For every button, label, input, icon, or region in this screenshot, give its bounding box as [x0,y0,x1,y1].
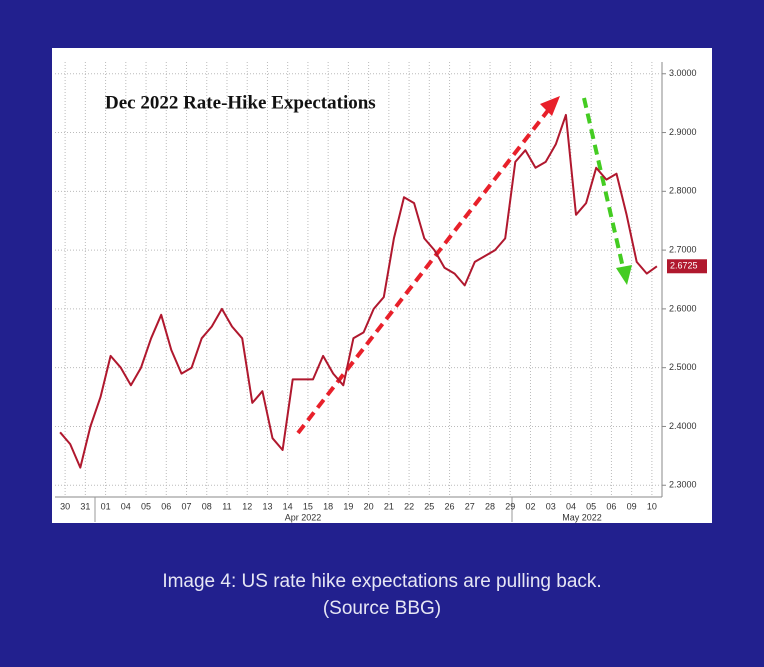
line [59,113,658,469]
y-tick-label: 2.4000 [669,421,697,431]
arrow-up [296,102,555,435]
caption: (Source BBG) [323,598,441,619]
x-tick-label: 30 [60,501,70,511]
x-tick-label: 05 [141,501,151,511]
y-tick-label: 2.9000 [669,127,697,137]
x-tick-label: 07 [182,501,192,511]
arrow-head [540,96,560,116]
x-tick-label: 27 [465,501,475,511]
chart-image [52,48,712,523]
x-tick-label: 02 [525,501,535,511]
x-tick-label: 15 [303,501,313,511]
x-tick-label: 13 [262,501,272,511]
y-tick-label: 2.5000 [669,362,697,372]
x-tick-label: 14 [283,501,293,511]
last-value-label: 2.6725 [670,261,698,271]
plot: 2.6725 [59,113,707,469]
x-tick-label: 04 [566,501,576,511]
x-tick-label: 22 [404,501,414,511]
y-tick-label: 2.3000 [669,480,697,490]
x-tick-label: 08 [202,501,212,511]
y-tick-label: 2.8000 [669,186,697,196]
month-label: May 2022 [562,512,602,522]
grid: 2.3000 2.4000 2.5000 2.6000 2.7000 2.8000 2.90… [55,62,697,511]
x-tick-label: 12 [242,501,252,511]
y-tick-label: 2.6000 [669,303,697,313]
x-tick-label: 11 [222,501,231,511]
month-label: Apr 2022 [285,512,322,522]
x-tick-label: 29 [505,501,515,511]
x-tick-label: 10 [647,501,657,511]
x-tick-label: 01 [101,501,111,511]
caption: Image 4: US rate hike expectations are p… [162,571,601,592]
last-value-box [667,259,707,274]
x-tick-label: 26 [445,501,455,511]
x-tick-label: 20 [364,501,374,511]
arrow-down [582,97,626,273]
x-tick-label: 21 [384,501,394,511]
x-tick-label: 25 [424,501,434,511]
x-tick-label: 18 [323,501,333,511]
y-tick-label: 3.0000 [669,68,697,78]
chart-title: Dec 2022 Rate-Hike Expectations [105,92,376,113]
x-tick-label: 28 [485,501,495,511]
x-tick-label: 19 [343,501,353,511]
x-tick-label: 09 [627,501,637,511]
x-tick-label: 04 [121,501,131,511]
x-tick-label: 31 [80,501,90,511]
x-tick-label: 05 [586,501,596,511]
arrow-head [616,265,632,285]
y-tick-label: 2.7000 [669,244,697,254]
x-tick-label: 06 [606,501,616,511]
x-tick-label: 03 [546,501,556,511]
x-tick-label: 06 [161,501,171,511]
